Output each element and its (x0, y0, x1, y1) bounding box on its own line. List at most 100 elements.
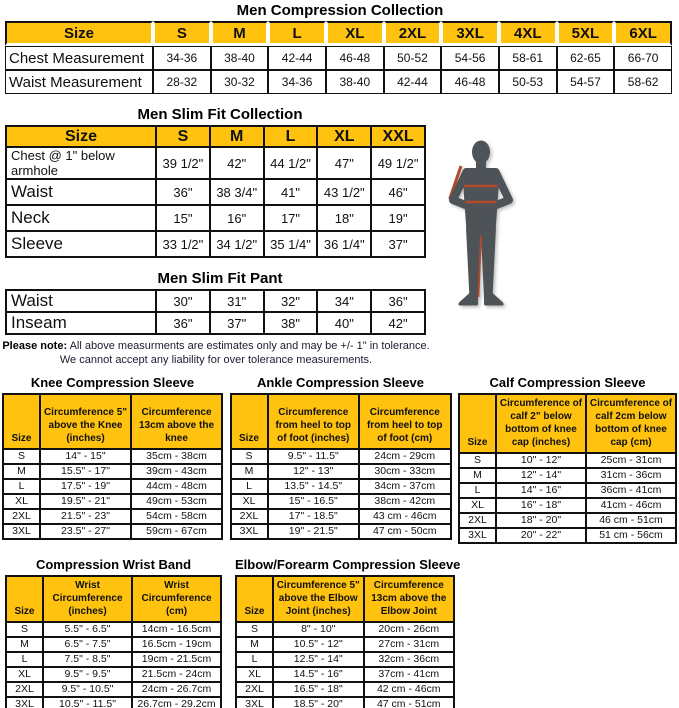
column-header: Circumference 5" above the Elbow Joint (… (273, 575, 364, 622)
table-cell: 12" - 14" (496, 467, 586, 483)
knee-sleeve-section: Knee Compression Sleeve Size Circumferenc… (2, 375, 223, 544)
table-cell: 43 cm - 46cm (359, 508, 451, 524)
table-cell: 44 1/2" (263, 147, 318, 179)
header-row: Size Circumference 5" above the Elbow Joi… (236, 575, 454, 622)
table-cell: 12.5" - 14" (273, 651, 364, 667)
table-cell: 3XL (3, 523, 40, 539)
table-cell: Sleeve (6, 231, 156, 257)
table-cell: 30-32 (210, 70, 269, 94)
men-slim-fit-pant-section: Men Slim Fit Pant Waist 30" 31" 32" 34" 36" In… (5, 270, 435, 335)
table-cell: 66-70 (614, 46, 672, 70)
table-row: M 12" - 13" 30cm - 33cm (230, 463, 451, 479)
table-cell: M (3, 463, 40, 479)
column-header: Size (6, 575, 43, 622)
wrist-band-title: Compression Wrist Band (35, 556, 192, 572)
table-row: M 15.5" - 17" 39cm - 43cm (3, 463, 222, 479)
table-row: S 5.5" - 6.5" 14cm - 16.5cm (6, 621, 221, 637)
table-cell: 42 cm - 46cm (363, 681, 454, 697)
table-cell: Waist (6, 179, 156, 205)
figure-left-foot (458, 293, 478, 306)
table-cell: XL (236, 666, 273, 682)
table-cell: 12" - 13" (267, 463, 359, 479)
column-header: Circumference from heel to top of foot (… (267, 393, 359, 449)
table-cell: 39 1/2" (156, 147, 210, 179)
column-header: Size (3, 393, 40, 449)
figure-right-foot (484, 293, 504, 306)
table-cell: 47" (317, 147, 372, 179)
header-row: Size Circumference from heel to top of fo… (230, 393, 451, 449)
table-cell: 9.5" - 9.5" (43, 666, 132, 682)
table-cell: 16.5cm - 19cm (132, 636, 221, 652)
table-cell: 20cm - 26cm (363, 621, 454, 637)
table-row: Sleeve 33 1/2" 34 1/2" 35 1/4" 36 1/4" 37" (6, 231, 425, 257)
column-header: 3XL (441, 21, 499, 46)
table-row: 2XL 18" - 20" 46 cm - 51cm (459, 512, 676, 528)
sleeve-tables-row: Knee Compression Sleeve Size Circumferenc… (2, 375, 677, 544)
table-cell: 2XL (6, 681, 43, 697)
table-cell: 32cm - 36cm (363, 651, 454, 667)
column-header: 6XL (614, 21, 672, 46)
table-cell: L (236, 651, 273, 667)
column-header: Circumference 5" above the Knee (inches) (40, 393, 131, 449)
column-header: Wrist Circumference (cm) (132, 575, 221, 622)
table-cell: Neck (6, 205, 156, 231)
table-cell: XL (230, 493, 268, 509)
table-cell: 16" (209, 205, 264, 231)
table-cell: 36" (371, 290, 425, 312)
table-cell: L (230, 478, 268, 494)
table-row: 3XL 23.5" - 27" 59cm - 67cm (3, 523, 222, 539)
figure-left-arm (449, 169, 472, 210)
table-cell: 35 1/4" (263, 231, 318, 257)
table-row: L 14" - 16" 36cm - 41cm (459, 482, 676, 498)
table-cell: 10" - 12" (496, 452, 586, 468)
table-cell: 2XL (230, 508, 268, 524)
table-cell: 34-36 (268, 70, 326, 94)
table-cell: 32" (263, 290, 318, 312)
note-line2: We cannot accept any liability for over … (59, 353, 373, 366)
column-header: M (209, 126, 264, 147)
table-cell: 59cm - 67cm (131, 523, 222, 539)
table-cell: 54-57 (556, 70, 615, 94)
table-row: L 13.5" - 14.5" 34cm - 37cm (230, 478, 451, 494)
table-cell: 9.5" - 10.5" (43, 681, 132, 697)
table-cell: 41cm - 46cm (586, 497, 676, 513)
column-header: L (268, 21, 326, 46)
table-cell: 3XL (230, 523, 268, 539)
table-cell: 50-52 (383, 46, 442, 70)
man-silhouette-figure (440, 140, 526, 310)
inseam-measure-line (477, 235, 482, 298)
table-cell: 38" (263, 312, 318, 334)
elbow-sleeve-table: Size Circumference 5" above the Elbow Joi… (235, 574, 455, 708)
table-cell: 5.5" - 6.5" (43, 621, 132, 637)
header-row: Size Circumference of calf 2" below botto… (459, 393, 676, 453)
men-slim-fit-pant-table: Waist 30" 31" 32" 34" 36" Inseam 36" 37" 38" 40" 42… (5, 289, 426, 335)
table-row: L 7.5" - 8.5" 19cm - 21.5cm (6, 651, 221, 667)
figure-left-leg (466, 227, 481, 298)
table-cell: M (230, 463, 268, 479)
table-cell: S (236, 621, 273, 637)
table-cell: 39cm - 43cm (131, 463, 222, 479)
table-cell: 15" (156, 205, 210, 231)
table-cell: 34" (317, 290, 372, 312)
table-cell: Chest @ 1" below armhole (6, 147, 156, 179)
men-compression-collection-table: Size S M L XL 2XL 3XL 4XL 5XL 6XL Chest Measuremen… (5, 21, 672, 94)
column-header: 5XL (556, 21, 615, 46)
table-cell: 19.5" - 21" (40, 493, 131, 509)
column-header: Size (230, 393, 268, 449)
column-header: Circumference 13cm above the Elbow Joint (363, 575, 454, 622)
table-cell: L (459, 482, 496, 498)
table-cell: 36cm - 41cm (586, 482, 676, 498)
table-cell: 8" - 10" (273, 621, 364, 637)
table-cell: 47 cm - 50cm (359, 523, 451, 539)
header-row: Size Wrist Circumference (inches) Wrist Ci… (6, 575, 221, 622)
table-row: Waist 30" 31" 32" 34" 36" (6, 290, 425, 312)
men-slim-fit-collection-section: Men Slim Fit Collection Size S M L XL XXL Ches… (5, 106, 435, 258)
column-header: Size (5, 21, 153, 46)
table-cell: 28-32 (153, 70, 211, 94)
figure-right-leg (481, 227, 496, 298)
table-cell: M (6, 636, 43, 652)
men-compression-collection-title: Men Compression Collection (236, 2, 444, 19)
table-cell: 10.5" - 11.5" (43, 696, 132, 708)
table-cell: 2XL (236, 681, 273, 697)
table-cell: 18" - 20" (496, 512, 586, 528)
